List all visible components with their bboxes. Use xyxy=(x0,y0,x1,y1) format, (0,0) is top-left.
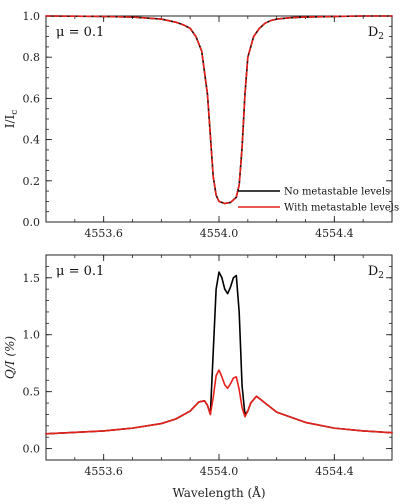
d2-letter-top: D xyxy=(368,25,378,40)
x-tick-label: 4554.4 xyxy=(315,227,354,240)
series-line-with-metastable xyxy=(45,15,393,205)
y-tick-label: 0.4 xyxy=(23,134,41,147)
y-tick-label: 0.2 xyxy=(23,175,41,188)
series-line-no-metastable xyxy=(45,271,393,435)
mu-annotation-top: μ = 0.1 xyxy=(56,25,104,40)
x-tick-label: 4554.4 xyxy=(315,465,354,478)
legend-label-no-metastable: No metastable levels xyxy=(284,187,390,198)
x-tick-label: 4554.0 xyxy=(200,465,239,478)
top-ylabel-subscript: c xyxy=(10,110,20,115)
d2-annotation-bottom: D2 xyxy=(368,264,384,281)
top-panel: 4553.6 4554.0 4554.4 0.0 0.2 0.4 0.6 0.8 1.0 μ =… xyxy=(3,10,399,240)
series-line-with-metastable xyxy=(45,369,393,435)
x-tick-label: 4554.0 xyxy=(200,227,239,240)
d2-subscript-bottom: 2 xyxy=(378,271,384,281)
y-tick-label: 0.8 xyxy=(23,51,41,64)
x-tick-label: 4553.6 xyxy=(84,227,123,240)
y-tick-label: 1.0 xyxy=(23,10,41,23)
legend: No metastable levels With metastable lev… xyxy=(238,187,399,214)
top-ylabel-main: I/I xyxy=(3,115,17,129)
y-tick-label: 0.6 xyxy=(23,92,41,105)
x-tick-label: 4553.6 xyxy=(84,465,123,478)
bottom-panel-series xyxy=(45,271,393,435)
d2-annotation-top: D2 xyxy=(368,25,384,42)
y-tick-label: 0.5 xyxy=(23,386,41,399)
y-tick-label: 0.0 xyxy=(23,216,41,229)
top-panel-ylabel: I/Ic xyxy=(3,110,20,129)
bottom-panel-ylabel: Q/I (%) xyxy=(3,336,17,380)
bottom-panel-xlabel: Wavelength (Å) xyxy=(172,485,265,500)
y-tick-label: 0.0 xyxy=(23,443,41,456)
top-panel-ticks: 4553.6 4554.0 4554.4 0.0 0.2 0.4 0.6 0.8 1.0 xyxy=(23,10,393,240)
legend-label-with-metastable: With metastable levels xyxy=(284,203,399,214)
d2-subscript-top: 2 xyxy=(378,32,384,42)
top-panel-series xyxy=(45,15,393,205)
d2-letter-bottom: D xyxy=(368,264,378,279)
series-line-no-metastable xyxy=(45,15,393,205)
y-tick-label: 1.5 xyxy=(23,272,41,285)
y-tick-label: 1.0 xyxy=(23,329,41,342)
bottom-panel-ticks: 4553.6 4554.0 4554.4 0.0 0.5 1.0 1.5 xyxy=(23,254,393,478)
mu-annotation-bottom: μ = 0.1 xyxy=(56,264,104,279)
bottom-panel: 4553.6 4554.0 4554.4 0.0 0.5 1.0 1.5 μ = 0.1 D… xyxy=(3,254,393,500)
